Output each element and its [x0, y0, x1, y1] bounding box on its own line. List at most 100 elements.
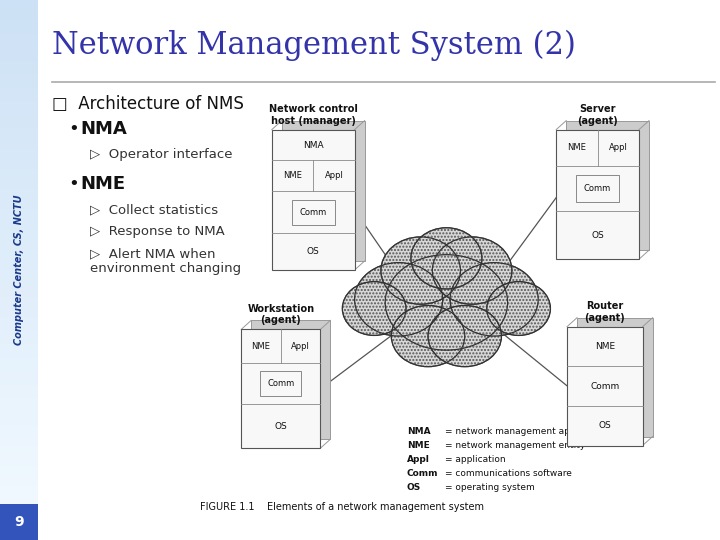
Text: OS: OS [591, 231, 604, 240]
Polygon shape [0, 263, 38, 270]
Polygon shape [0, 202, 38, 209]
Polygon shape [0, 465, 38, 472]
Polygon shape [0, 372, 38, 378]
Polygon shape [0, 47, 38, 54]
Polygon shape [0, 351, 38, 357]
FancyBboxPatch shape [557, 130, 639, 259]
FancyBboxPatch shape [241, 329, 320, 448]
Polygon shape [0, 115, 38, 122]
Polygon shape [0, 399, 38, 405]
FancyBboxPatch shape [0, 504, 38, 540]
Polygon shape [0, 310, 38, 317]
Polygon shape [0, 291, 38, 297]
FancyBboxPatch shape [272, 130, 355, 270]
Ellipse shape [385, 255, 508, 350]
Polygon shape [0, 216, 38, 222]
Text: NME: NME [80, 175, 125, 193]
Polygon shape [0, 338, 38, 345]
Text: OS: OS [274, 422, 287, 431]
Polygon shape [0, 68, 38, 74]
Polygon shape [0, 453, 38, 459]
Polygon shape [0, 486, 38, 492]
Polygon shape [0, 480, 38, 486]
Polygon shape [0, 156, 38, 162]
Text: NMA: NMA [303, 140, 323, 150]
FancyBboxPatch shape [577, 318, 652, 436]
Polygon shape [0, 128, 38, 135]
Polygon shape [0, 297, 38, 303]
Text: 9: 9 [14, 515, 24, 529]
Polygon shape [0, 230, 38, 237]
Polygon shape [0, 135, 38, 141]
Polygon shape [0, 81, 38, 87]
Text: Appl: Appl [407, 455, 430, 464]
Polygon shape [0, 74, 38, 81]
Polygon shape [0, 243, 38, 249]
Polygon shape [0, 507, 38, 513]
Text: NME: NME [595, 342, 615, 351]
Polygon shape [0, 330, 38, 338]
Polygon shape [0, 222, 38, 230]
Polygon shape [0, 411, 38, 418]
Polygon shape [0, 446, 38, 453]
Polygon shape [0, 256, 38, 263]
Text: Appl: Appl [325, 171, 343, 180]
Text: ▷  Collect statistics: ▷ Collect statistics [90, 203, 218, 216]
Ellipse shape [343, 281, 406, 335]
Text: NME: NME [567, 143, 586, 152]
Ellipse shape [450, 262, 538, 336]
Text: = communications software: = communications software [445, 469, 572, 477]
Polygon shape [0, 438, 38, 445]
Text: •: • [68, 120, 78, 138]
Ellipse shape [432, 237, 512, 304]
Polygon shape [0, 209, 38, 216]
Polygon shape [0, 276, 38, 284]
Polygon shape [0, 60, 38, 68]
Text: ▷  Response to NMA: ▷ Response to NMA [90, 225, 225, 238]
Polygon shape [0, 87, 38, 94]
Text: Router
(agent): Router (agent) [585, 301, 625, 323]
Text: □  Architecture of NMS: □ Architecture of NMS [52, 95, 244, 113]
Polygon shape [0, 20, 38, 27]
Polygon shape [0, 405, 38, 411]
Polygon shape [0, 141, 38, 149]
Polygon shape [0, 345, 38, 351]
Polygon shape [0, 324, 38, 330]
Polygon shape [0, 303, 38, 310]
Polygon shape [0, 534, 38, 540]
Polygon shape [0, 500, 38, 507]
Text: •: • [68, 175, 78, 193]
Polygon shape [0, 270, 38, 276]
Ellipse shape [381, 237, 461, 304]
Text: Comm: Comm [300, 208, 327, 217]
Polygon shape [0, 122, 38, 128]
FancyBboxPatch shape [251, 320, 330, 439]
Polygon shape [0, 432, 38, 438]
Text: = network management entity: = network management entity [445, 441, 585, 450]
Polygon shape [0, 472, 38, 480]
Text: Network control
host (manager): Network control host (manager) [269, 104, 358, 126]
Polygon shape [0, 162, 38, 168]
Polygon shape [0, 492, 38, 500]
Text: NME: NME [251, 341, 271, 350]
Ellipse shape [428, 306, 501, 367]
Polygon shape [0, 284, 38, 291]
Text: NMA: NMA [407, 427, 431, 436]
Polygon shape [0, 418, 38, 426]
Text: NMA: NMA [80, 120, 127, 138]
Polygon shape [0, 40, 38, 47]
Text: Comm: Comm [407, 469, 438, 477]
Polygon shape [0, 378, 38, 384]
Polygon shape [0, 364, 38, 372]
FancyBboxPatch shape [260, 371, 302, 396]
Text: = operating system: = operating system [445, 483, 534, 491]
Ellipse shape [411, 228, 482, 289]
Polygon shape [0, 526, 38, 534]
Polygon shape [0, 459, 38, 465]
Polygon shape [0, 189, 38, 195]
Text: Appl: Appl [291, 341, 310, 350]
Polygon shape [0, 384, 38, 391]
Text: Comm: Comm [590, 382, 619, 390]
Polygon shape [0, 148, 38, 156]
Text: Workstation
(agent): Workstation (agent) [247, 304, 315, 326]
